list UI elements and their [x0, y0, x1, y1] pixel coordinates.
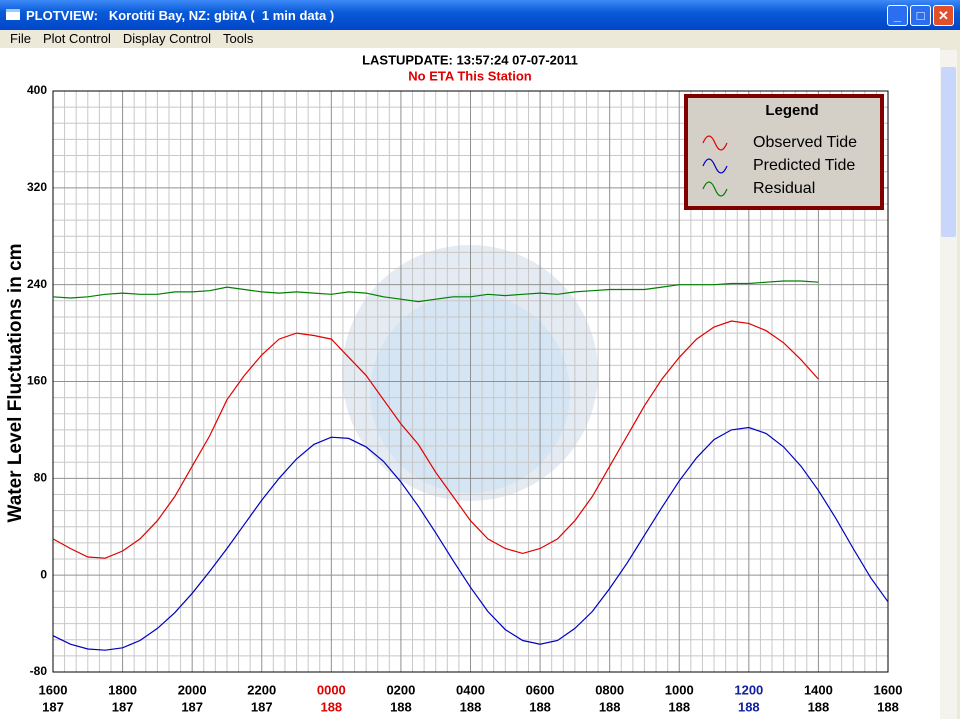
x-tick-day: 187: [181, 699, 203, 714]
x-tick-day: 188: [877, 699, 899, 714]
scroll-thumb[interactable]: [941, 67, 956, 237]
legend-box: [684, 94, 884, 210]
app-icon: [6, 9, 20, 20]
close-button[interactable]: ✕: [933, 5, 954, 26]
window-title: PLOTVIEW: Korotiti Bay, NZ: gbitA ( 1 mi…: [26, 8, 335, 23]
y-tick-label: 160: [27, 374, 47, 388]
y-tick-label: 0: [40, 567, 47, 581]
line-series: [52, 426, 889, 651]
x-tick-day: 187: [112, 699, 134, 714]
x-tick-day: 188: [738, 699, 760, 714]
y-tick-label: -80: [30, 664, 48, 678]
x-tick-label: 1400: [804, 682, 833, 697]
x-tick-day: 188: [320, 699, 342, 714]
legend-swatch: [702, 181, 728, 197]
menu-item[interactable]: Tools: [223, 31, 254, 46]
scrollbar[interactable]: [940, 50, 957, 719]
x-tick-day: 188: [599, 699, 621, 714]
maximize-button[interactable]: □: [910, 5, 931, 26]
x-tick-day: 187: [42, 699, 64, 714]
x-tick-day: 188: [529, 699, 551, 714]
x-tick-label: 0800: [595, 682, 624, 697]
x-tick-label: 0600: [526, 682, 555, 697]
y-tick-label: 240: [27, 277, 47, 291]
menu-item[interactable]: File: [10, 31, 31, 46]
legend-label: Observed Tide: [753, 134, 857, 151]
x-tick-label: 1600: [874, 682, 903, 697]
y-tick-label: 400: [27, 83, 47, 97]
menu-bar: File Plot Control Display Control Tools: [0, 30, 960, 48]
chart-subtitle: No ETA This Station: [408, 68, 532, 83]
x-tick-day: 188: [460, 699, 482, 714]
x-tick-day: 187: [251, 699, 273, 714]
legend-title: Legend: [765, 102, 818, 119]
plot-frame: [52, 90, 889, 673]
chart: LASTUPDATE: 13:57:24 07-07-2011 No ETA T…: [0, 48, 940, 719]
line-series: [52, 280, 819, 303]
x-tick-day: 188: [668, 699, 690, 714]
x-tick-label: 0400: [456, 682, 485, 697]
chart-title: LASTUPDATE: 13:57:24 07-07-2011: [362, 52, 578, 67]
menu-item[interactable]: Plot Control: [42, 31, 111, 46]
y-axis-label: Water Level Fluctuations in cm: [5, 243, 26, 522]
x-tick-label: 2200: [247, 682, 276, 697]
line-series: [52, 320, 819, 559]
minimize-button[interactable]: _: [887, 5, 908, 26]
x-tick-day: 188: [390, 699, 412, 714]
x-tick-label: 1600: [39, 682, 68, 697]
legend-label: Predicted Tide: [753, 157, 855, 174]
x-tick-label: 0200: [386, 682, 415, 697]
y-tick-label: 80: [34, 471, 48, 485]
title-bar: PLOTVIEW: Korotiti Bay, NZ: gbitA ( 1 mi…: [0, 0, 960, 30]
x-tick-label: 1000: [665, 682, 694, 697]
x-tick-label: 0000: [317, 682, 346, 697]
x-tick-label: 1800: [108, 682, 137, 697]
x-tick-day: 188: [808, 699, 830, 714]
x-tick-label: 2000: [178, 682, 207, 697]
legend-swatch: [702, 158, 728, 174]
legend-swatch: [702, 135, 728, 151]
legend-label: Residual: [753, 180, 815, 197]
x-tick-label: 1200: [734, 682, 763, 697]
y-tick-label: 320: [27, 180, 47, 194]
menu-item[interactable]: Display Control: [122, 31, 212, 46]
